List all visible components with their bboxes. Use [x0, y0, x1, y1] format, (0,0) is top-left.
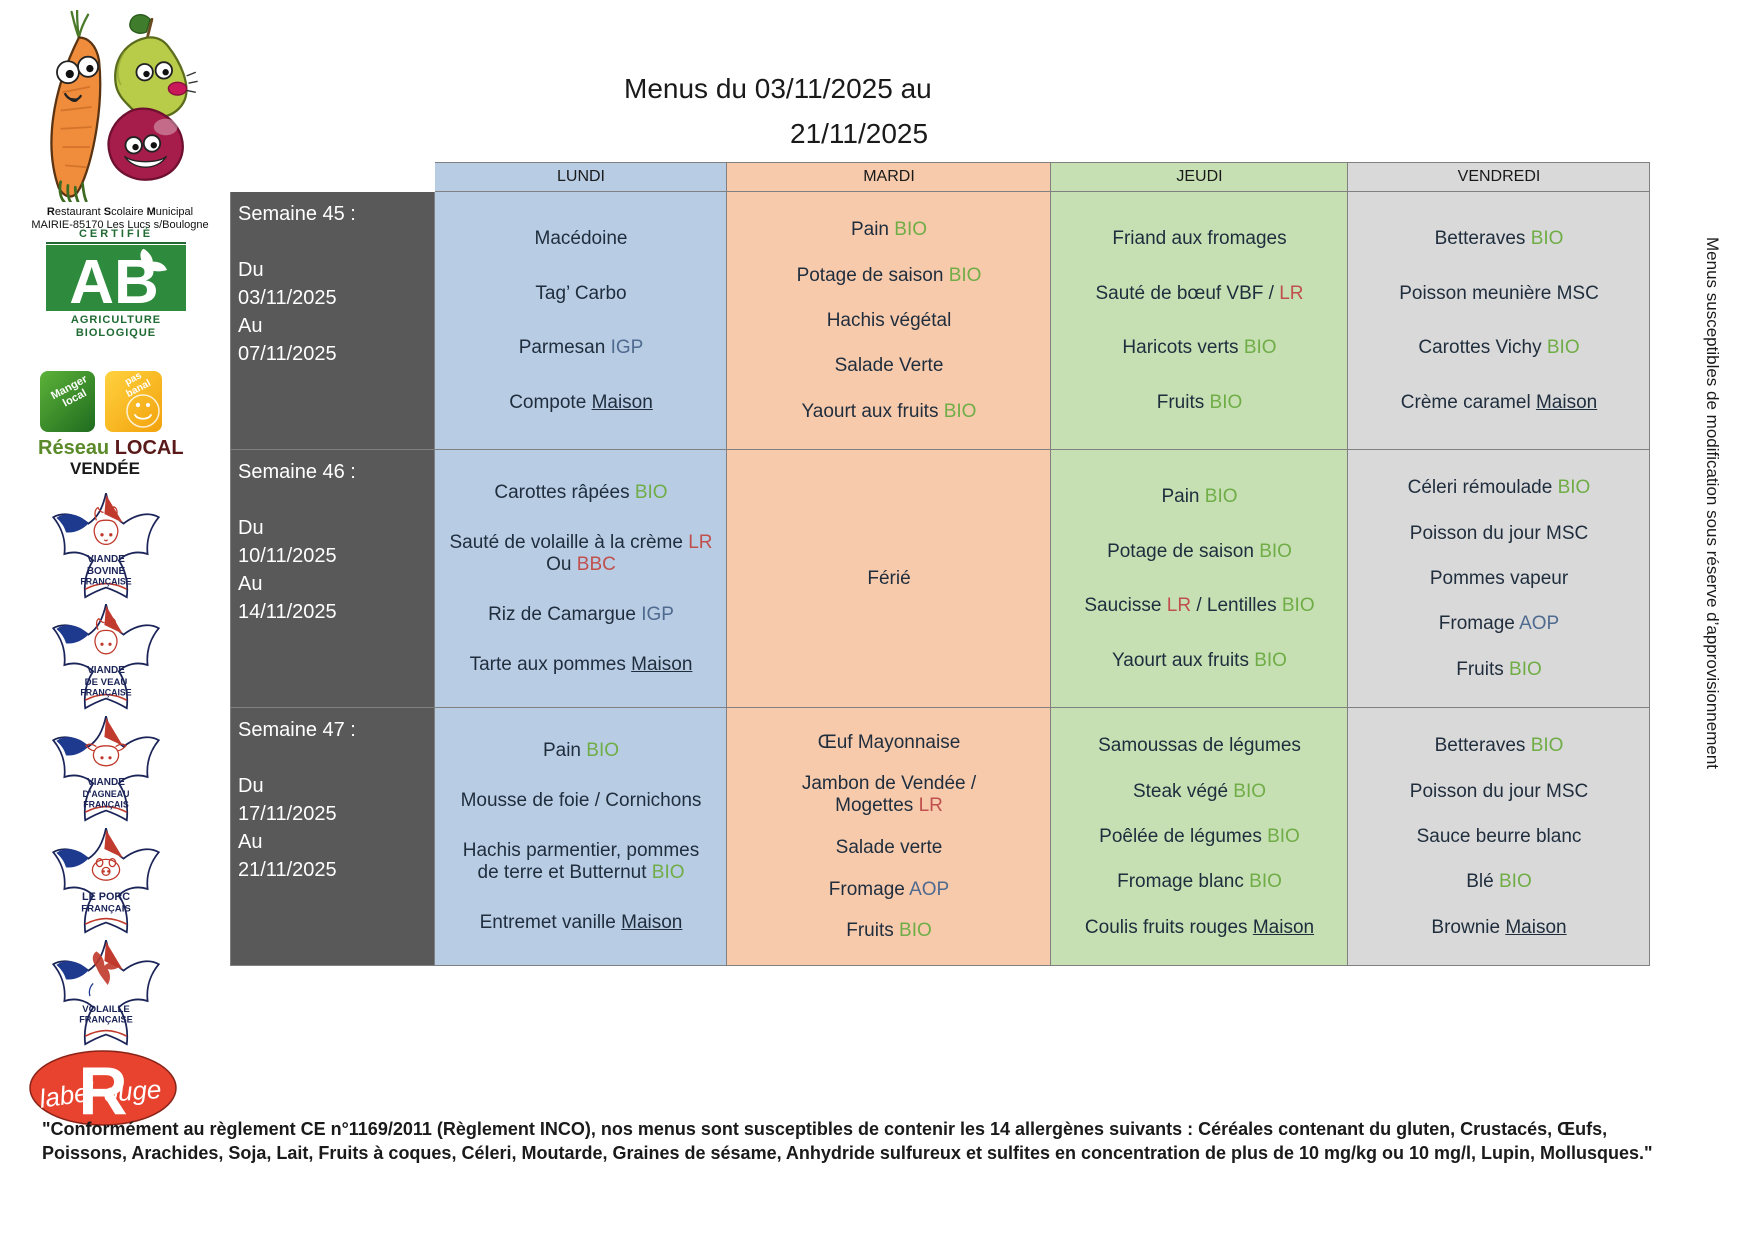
svg-text:FRANÇAISE: FRANÇAISE — [80, 576, 131, 586]
svg-text:VIANDE: VIANDE — [87, 554, 125, 565]
svg-text:VIANDE: VIANDE — [87, 665, 125, 676]
svg-text:DE VEAU: DE VEAU — [85, 677, 128, 688]
svg-text:D’AGNEAU: D’AGNEAU — [83, 789, 130, 799]
svg-text:VOLAILLE: VOLAILLE — [82, 1004, 130, 1015]
svg-text:FRANÇAISE: FRANÇAISE — [79, 1015, 133, 1025]
svg-text:LE PORC: LE PORC — [82, 891, 130, 903]
svg-text:BOVINE: BOVINE — [87, 566, 126, 577]
svg-text:FRANÇAISE: FRANÇAISE — [80, 687, 131, 697]
svg-text:VIANDE: VIANDE — [87, 777, 125, 788]
svg-text:FRANÇAIS: FRANÇAIS — [83, 799, 129, 809]
svg-text:FRANÇAIS: FRANÇAIS — [81, 903, 131, 914]
